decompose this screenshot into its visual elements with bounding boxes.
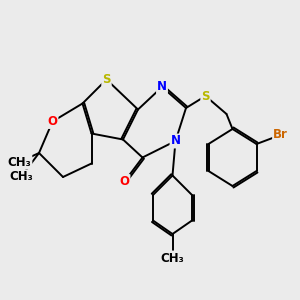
- Text: N: N: [157, 80, 167, 94]
- Text: O: O: [47, 115, 58, 128]
- Text: CH₃: CH₃: [160, 251, 184, 265]
- Text: S: S: [102, 73, 111, 86]
- Text: CH₃: CH₃: [8, 155, 31, 169]
- Text: Br: Br: [273, 128, 288, 142]
- Text: O: O: [119, 175, 130, 188]
- Text: CH₃: CH₃: [9, 170, 33, 184]
- Text: N: N: [170, 134, 181, 148]
- Text: S: S: [201, 89, 210, 103]
